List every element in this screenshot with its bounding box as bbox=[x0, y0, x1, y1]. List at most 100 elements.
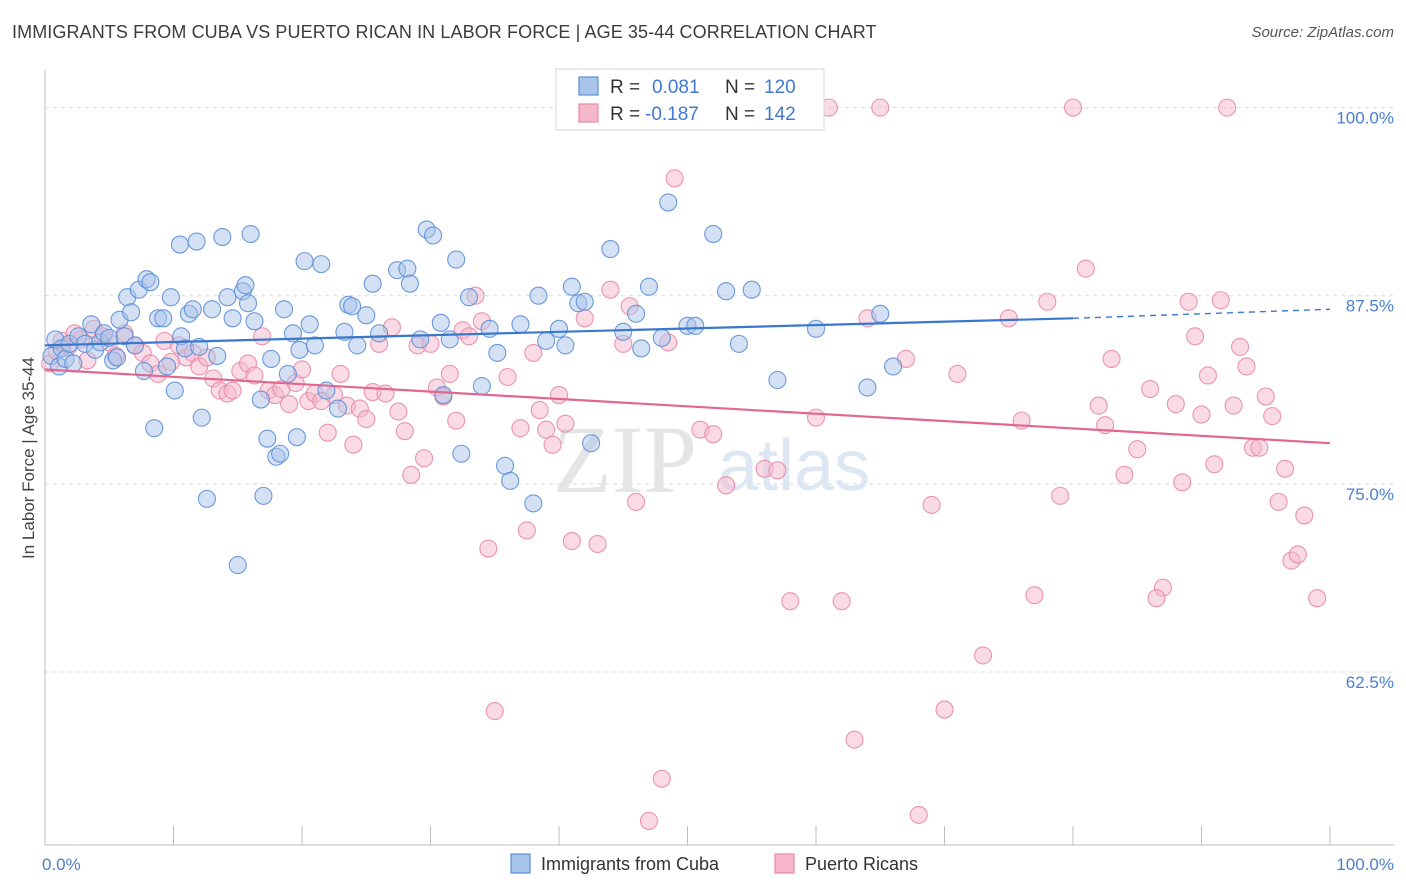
cuba-trend-line bbox=[44, 317, 1074, 347]
y-tick-label: 87.5% bbox=[1346, 297, 1394, 316]
cuba-point bbox=[312, 255, 331, 274]
cuba-point bbox=[228, 556, 247, 575]
y-tick-label: 62.5% bbox=[1346, 673, 1394, 692]
cuba-point bbox=[858, 378, 877, 397]
bottom-legend-swatch-cuba bbox=[510, 853, 531, 874]
puerto-ricans-point bbox=[768, 461, 787, 480]
y-tick-label: 100.0% bbox=[1336, 109, 1394, 128]
puerto-ricans-point bbox=[389, 402, 408, 421]
legend-n-label-puerto-ricans: N = bbox=[725, 104, 755, 125]
bottom-legend-label-puerto-ricans: Puerto Ricans bbox=[805, 854, 918, 874]
cuba-point bbox=[549, 319, 569, 338]
top-legend: R = 0.081 N = 120 R = -0.187 N = 142 bbox=[555, 68, 825, 131]
puerto-ricans-point bbox=[909, 805, 928, 824]
cuba-point bbox=[472, 376, 491, 396]
puerto-ricans-point bbox=[1295, 506, 1314, 525]
cuba-point bbox=[203, 300, 222, 319]
cuba-point bbox=[488, 343, 507, 362]
puerto-ricans-point bbox=[530, 401, 549, 420]
puerto-ricans-point bbox=[357, 410, 376, 429]
cuba-point bbox=[238, 294, 258, 313]
puerto-ricans-point bbox=[543, 435, 562, 454]
cuba-point bbox=[601, 240, 620, 259]
cuba-point bbox=[274, 300, 294, 319]
puerto-ricans-point bbox=[223, 381, 242, 400]
cuba-trend-extension bbox=[1072, 308, 1331, 320]
cuba-point bbox=[145, 419, 164, 438]
cuba-point bbox=[884, 357, 903, 376]
cuba-point bbox=[328, 399, 348, 418]
cuba-point bbox=[627, 304, 646, 323]
puerto-ricans-point bbox=[459, 327, 479, 346]
top-legend-box bbox=[555, 68, 825, 131]
cuba-point bbox=[187, 232, 206, 251]
cuba-point bbox=[806, 319, 826, 338]
cuba-point bbox=[704, 224, 723, 244]
puerto-ricans-point bbox=[922, 495, 941, 514]
legend-r-label-cuba: R = bbox=[610, 77, 640, 98]
cuba-point bbox=[122, 303, 141, 322]
cuba-point bbox=[411, 330, 430, 349]
puerto-ricans-point bbox=[601, 280, 620, 299]
cuba-point bbox=[495, 456, 515, 475]
cuba-point bbox=[165, 381, 184, 400]
puerto-ricans-point bbox=[479, 539, 498, 558]
cuba-point bbox=[556, 336, 575, 355]
puerto-ricans-point bbox=[498, 367, 517, 387]
puerto-ricans-point bbox=[402, 465, 421, 484]
puerto-ricans-point bbox=[1263, 407, 1282, 426]
cuba-point bbox=[357, 306, 376, 325]
cuba-point bbox=[370, 324, 389, 343]
cuba-point bbox=[529, 286, 548, 305]
puerto-ricans-trend-line bbox=[44, 368, 1331, 445]
puerto-ricans-point bbox=[588, 534, 607, 554]
cuba-point bbox=[686, 316, 705, 335]
cuba-point bbox=[154, 309, 173, 328]
puerto-ricans-point bbox=[665, 169, 684, 188]
cuba-point bbox=[652, 328, 671, 347]
axes bbox=[44, 70, 1394, 846]
cuba-point bbox=[236, 276, 255, 295]
cuba-point bbox=[452, 444, 471, 463]
puerto-ricans-point bbox=[935, 700, 954, 719]
puerto-ricans-point bbox=[1063, 98, 1083, 117]
x-tick-label-max: 100.0% bbox=[1336, 855, 1394, 874]
puerto-ricans-point bbox=[1102, 349, 1121, 368]
legend-r-value-cuba: 0.081 bbox=[652, 77, 700, 98]
puerto-ricans-point bbox=[1089, 396, 1108, 415]
cuba-point bbox=[632, 339, 651, 358]
chart-title: IMMIGRANTS FROM CUBA VS PUERTO RICAN IN … bbox=[12, 22, 877, 42]
cuba-point bbox=[348, 336, 367, 355]
puerto-ricans-point bbox=[973, 646, 993, 665]
cuba-point bbox=[716, 282, 736, 301]
cuba-point bbox=[424, 226, 443, 245]
cuba-point bbox=[742, 280, 761, 299]
puerto-ricans-point bbox=[1173, 473, 1192, 492]
puerto-ricans-point bbox=[1250, 438, 1269, 457]
cuba-point bbox=[768, 370, 787, 390]
cuba-point bbox=[262, 349, 281, 368]
puerto-ricans-point bbox=[447, 411, 466, 430]
puerto-ricans-point bbox=[832, 592, 851, 611]
puerto-ricans-point bbox=[245, 366, 264, 385]
puerto-ricans-point bbox=[1128, 440, 1147, 459]
cuba-point bbox=[192, 408, 211, 427]
cuba-point bbox=[434, 385, 453, 405]
cuba-point bbox=[141, 273, 160, 292]
puerto-ricans-point bbox=[871, 98, 890, 117]
puerto-ricans-point bbox=[1275, 459, 1295, 478]
puerto-ricans-point bbox=[1141, 379, 1160, 399]
puerto-ricans-point bbox=[845, 730, 864, 749]
watermark-atlas: atlas bbox=[718, 426, 870, 506]
grid-lines bbox=[45, 107, 1394, 673]
y-tick-label: 75.0% bbox=[1346, 485, 1394, 504]
cuba-point bbox=[614, 322, 633, 341]
cuba-point bbox=[64, 354, 83, 373]
cuba-point bbox=[271, 444, 290, 463]
trend-lines bbox=[44, 308, 1331, 445]
legend-r-value-puerto-ricans: -0.187 bbox=[645, 104, 699, 125]
puerto-ricans-point bbox=[1231, 337, 1250, 356]
puerto-ricans-point bbox=[415, 449, 434, 468]
puerto-ricans-point bbox=[562, 531, 581, 551]
